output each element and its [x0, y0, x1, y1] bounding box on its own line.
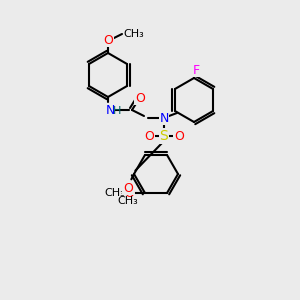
Text: CH₃: CH₃	[123, 29, 144, 39]
Text: O: O	[123, 182, 133, 194]
Text: S: S	[160, 129, 168, 143]
Text: O: O	[174, 130, 184, 142]
Text: N: N	[105, 103, 115, 116]
Text: H: H	[113, 106, 121, 116]
Text: O: O	[144, 130, 154, 142]
Text: O: O	[124, 187, 134, 200]
Text: F: F	[192, 64, 200, 76]
Text: CH₃: CH₃	[118, 196, 138, 206]
Text: O: O	[103, 34, 113, 46]
Text: O: O	[135, 92, 145, 104]
Text: N: N	[159, 112, 169, 124]
Text: CH₃: CH₃	[105, 188, 125, 198]
